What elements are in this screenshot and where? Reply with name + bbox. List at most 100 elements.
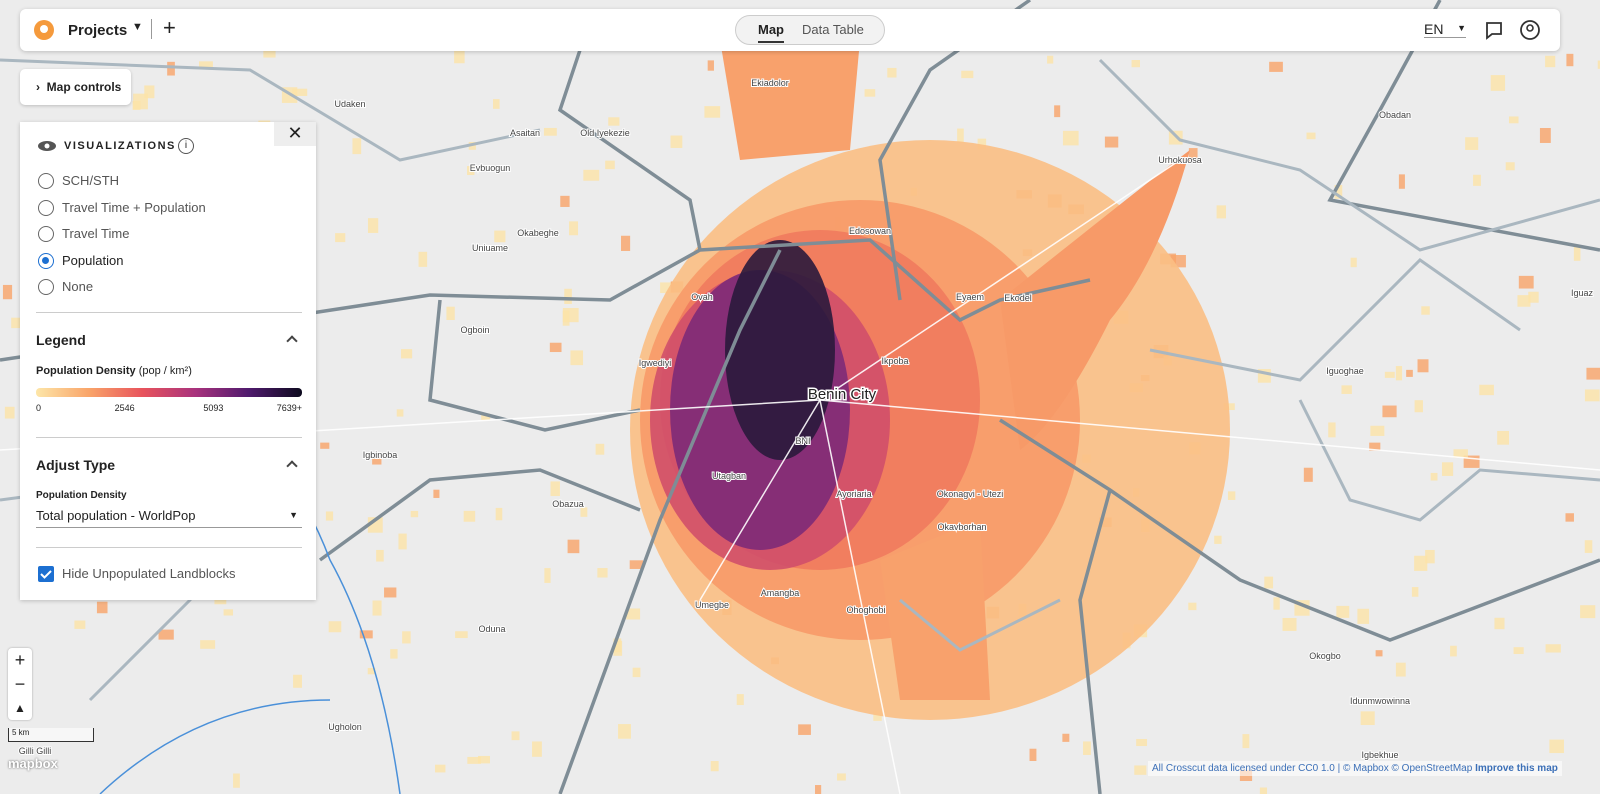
radio[interactable] xyxy=(38,252,54,269)
radio[interactable] xyxy=(38,173,54,189)
collapse[interactable] xyxy=(286,335,298,347)
pop-cell xyxy=(1395,366,1403,381)
pop-cell xyxy=(608,117,620,126)
boundary xyxy=(1149,258,1521,382)
pop-cell xyxy=(446,306,455,321)
zoom-out[interactable]: − xyxy=(14,674,26,694)
pop-cell xyxy=(376,549,384,562)
pop-cell xyxy=(1580,605,1596,619)
language-select[interactable]: EN ▼ xyxy=(1424,21,1466,38)
pop-cell xyxy=(433,489,440,498)
pop-cell xyxy=(1584,540,1593,553)
place-label: Utagban xyxy=(712,471,746,481)
zoom-in[interactable]: + xyxy=(14,650,26,670)
add-button[interactable]: + xyxy=(163,15,176,40)
place-label: Igbinoba xyxy=(363,450,398,460)
select[interactable]: Total population - WorldPop ▼ xyxy=(36,508,302,528)
pop-cell xyxy=(144,85,155,99)
pop-cell xyxy=(560,195,570,207)
place-label: Iguoghae xyxy=(1326,366,1364,376)
pop-cell xyxy=(1414,400,1423,413)
checkbox[interactable] xyxy=(38,566,54,582)
close-button[interactable]: ✕ xyxy=(274,122,316,146)
field-label: Population Density xyxy=(36,490,127,501)
pop-cell xyxy=(798,724,811,735)
collapse[interactable] xyxy=(286,460,298,472)
eye-icon xyxy=(38,141,56,151)
app-logo[interactable] xyxy=(34,20,54,40)
radio[interactable] xyxy=(38,279,54,295)
map-controls-button[interactable]: › Map controls xyxy=(20,69,131,105)
radio[interactable] xyxy=(38,199,54,216)
option-label[interactable]: Population xyxy=(62,252,124,268)
pop-cell xyxy=(1131,60,1140,68)
place-label: Old Iyekezie xyxy=(580,128,630,138)
pop-cell xyxy=(1227,491,1236,500)
pop-cell xyxy=(293,674,302,688)
boundary xyxy=(1298,399,1600,522)
pop-cell xyxy=(1421,306,1430,315)
attribution-text[interactable]: All Crosscut data licensed under CC0 1.0… xyxy=(1152,763,1473,774)
boundary xyxy=(1098,58,1600,252)
project-caret[interactable]: ▼ xyxy=(132,21,143,33)
pop-cell xyxy=(1054,105,1061,118)
pop-cell xyxy=(1505,162,1515,171)
info-icon[interactable]: i xyxy=(178,138,194,154)
place-label: Ayoriaria xyxy=(836,489,871,499)
feedback-icon[interactable] xyxy=(1486,22,1502,40)
boundary xyxy=(0,58,541,162)
improve-link[interactable]: Improve this map xyxy=(1475,763,1558,774)
pop-cell xyxy=(736,694,744,706)
legend-tick: 2546 xyxy=(114,403,135,413)
mapbox-logo[interactable]: mapbox xyxy=(8,756,58,771)
option-label[interactable]: Travel Time + Population xyxy=(62,199,206,215)
pop-cell xyxy=(4,406,15,419)
divider xyxy=(151,19,152,39)
pop-cell xyxy=(398,533,407,550)
zoom-control: + − ▲ xyxy=(8,648,32,720)
select-value: Total population - WorldPop xyxy=(36,508,196,523)
pop-cell xyxy=(670,135,683,148)
pop-cell xyxy=(887,67,897,78)
pop-cell xyxy=(418,251,428,267)
pop-cell xyxy=(74,620,86,629)
place-label: Idunmwowinna xyxy=(1350,696,1410,706)
option-label[interactable]: None xyxy=(62,279,94,294)
pop-cell xyxy=(1336,605,1350,618)
tab[interactable]: Data Table xyxy=(802,22,864,37)
legend-tick: 0 xyxy=(36,403,42,413)
pop-cell xyxy=(1518,275,1534,289)
road xyxy=(819,399,901,794)
pop-cell xyxy=(492,99,500,109)
river xyxy=(99,699,331,794)
pop-cell xyxy=(1441,462,1454,476)
pop-cell xyxy=(1029,748,1037,762)
place-label: Udaken xyxy=(334,99,365,109)
pop-cell xyxy=(96,601,108,614)
pop-cell xyxy=(837,773,846,781)
place-label: BNI xyxy=(795,436,810,446)
place-label: Uniuame xyxy=(472,243,508,253)
radio[interactable] xyxy=(38,226,54,242)
pop-cell xyxy=(1545,55,1556,68)
project-menu[interactable]: Projects xyxy=(68,22,128,39)
pop-cell xyxy=(1586,367,1600,380)
pop-cell xyxy=(1259,787,1268,794)
pop-lobe xyxy=(720,40,860,160)
legend-tick: 7639+ xyxy=(276,403,302,413)
pop-cell xyxy=(1545,644,1561,653)
compass[interactable]: ▲ xyxy=(14,701,26,715)
language: EN xyxy=(1424,21,1444,37)
account-icon[interactable] xyxy=(1520,20,1540,40)
pop-cell xyxy=(1573,246,1581,261)
tab[interactable]: Map xyxy=(758,22,784,43)
place-label: Oduna xyxy=(478,624,505,634)
pop-cell xyxy=(1223,403,1235,411)
legend-gradient xyxy=(36,388,302,397)
option-label[interactable]: SCH/STH xyxy=(62,173,120,188)
pop-cell xyxy=(1242,734,1250,749)
option-label[interactable]: Travel Time xyxy=(62,226,130,241)
place-label: Okavborhan xyxy=(937,522,986,532)
legend-unit: (pop / km²) xyxy=(138,365,192,377)
